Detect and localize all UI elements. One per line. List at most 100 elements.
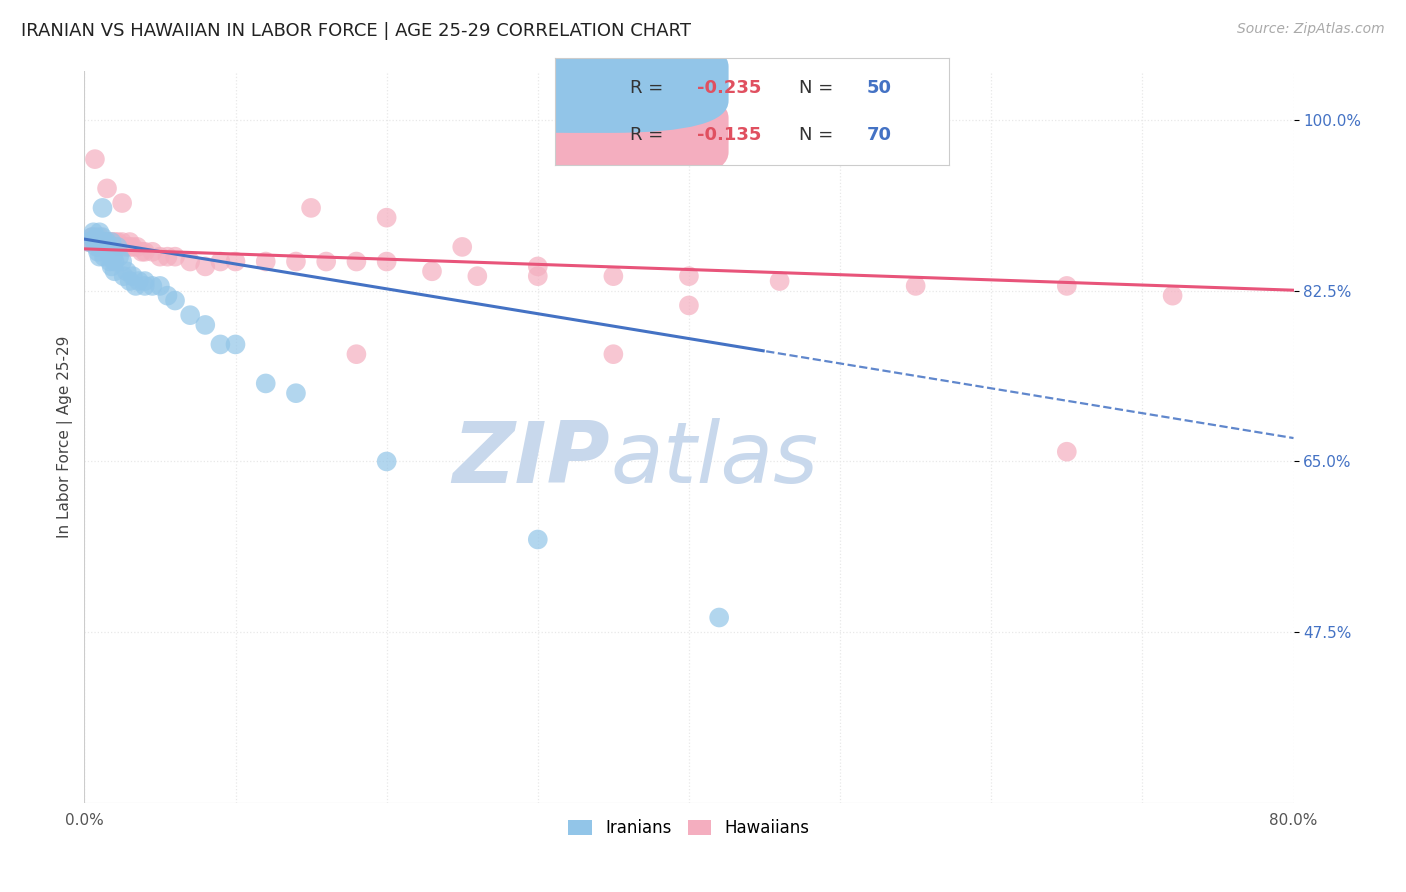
- Point: [134, 279, 156, 293]
- Point: [602, 347, 624, 361]
- Point: [87, 235, 110, 249]
- Point: [82, 225, 104, 239]
- Point: [149, 279, 172, 293]
- Point: [80, 230, 103, 244]
- Point: [107, 235, 129, 249]
- Y-axis label: In Labor Force | Age 25-29: In Labor Force | Age 25-29: [58, 336, 73, 538]
- Point: [87, 244, 110, 259]
- Point: [91, 235, 114, 249]
- Point: [112, 269, 135, 284]
- Point: [225, 254, 247, 268]
- Point: [678, 269, 700, 284]
- Point: [77, 235, 100, 249]
- Point: [121, 269, 143, 284]
- Point: [86, 230, 108, 244]
- Point: [346, 347, 368, 361]
- Point: [80, 230, 103, 244]
- Point: [93, 235, 115, 249]
- Point: [114, 240, 136, 254]
- Point: [87, 235, 110, 249]
- Point: [86, 240, 108, 254]
- Point: [104, 254, 127, 268]
- Point: [156, 250, 179, 264]
- Point: [225, 337, 247, 351]
- Text: IRANIAN VS HAWAIIAN IN LABOR FORCE | AGE 25-29 CORRELATION CHART: IRANIAN VS HAWAIIAN IN LABOR FORCE | AGE…: [21, 22, 692, 40]
- Point: [104, 235, 127, 249]
- Point: [101, 250, 124, 264]
- Point: [299, 201, 322, 215]
- Text: atlas: atlas: [610, 417, 818, 500]
- Point: [89, 235, 111, 249]
- Point: [96, 181, 118, 195]
- Text: Source: ZipAtlas.com: Source: ZipAtlas.com: [1237, 22, 1385, 37]
- Point: [165, 293, 187, 308]
- Point: [118, 240, 141, 254]
- Point: [104, 264, 127, 278]
- Point: [125, 279, 148, 293]
- Point: [451, 240, 474, 254]
- Point: [89, 250, 111, 264]
- Point: [904, 279, 927, 293]
- Point: [1161, 288, 1184, 302]
- Point: [131, 244, 153, 259]
- Text: R =: R =: [630, 126, 669, 144]
- Point: [91, 201, 114, 215]
- Point: [110, 240, 132, 254]
- Point: [82, 230, 104, 244]
- Point: [93, 250, 115, 264]
- Point: [709, 610, 731, 624]
- Point: [96, 235, 118, 249]
- Text: -0.235: -0.235: [697, 79, 762, 97]
- Point: [89, 235, 111, 249]
- Point: [375, 254, 398, 268]
- Point: [678, 298, 700, 312]
- Point: [134, 274, 156, 288]
- Point: [82, 235, 104, 249]
- Point: [97, 244, 120, 259]
- Point: [602, 269, 624, 284]
- Point: [98, 254, 121, 268]
- Point: [194, 318, 217, 332]
- Point: [156, 288, 179, 302]
- Text: N =: N =: [800, 79, 839, 97]
- Point: [1056, 444, 1078, 458]
- Point: [115, 264, 138, 278]
- Point: [194, 260, 217, 274]
- Point: [89, 230, 111, 244]
- Point: [315, 254, 337, 268]
- Point: [118, 274, 141, 288]
- Point: [375, 211, 398, 225]
- Point: [98, 235, 121, 249]
- Point: [108, 250, 131, 264]
- FancyBboxPatch shape: [453, 35, 728, 133]
- Point: [209, 254, 232, 268]
- Point: [107, 240, 129, 254]
- Point: [84, 235, 107, 249]
- Legend: Iranians, Hawaiians: Iranians, Hawaiians: [560, 811, 818, 846]
- Point: [149, 250, 172, 264]
- Point: [91, 230, 114, 244]
- Point: [79, 235, 101, 249]
- Point: [89, 225, 111, 239]
- Point: [96, 235, 118, 249]
- Text: R =: R =: [630, 79, 669, 97]
- Text: N =: N =: [800, 126, 839, 144]
- Point: [141, 279, 163, 293]
- Point: [118, 235, 141, 249]
- Point: [94, 235, 117, 249]
- Point: [86, 235, 108, 249]
- Point: [97, 235, 120, 249]
- Point: [84, 235, 107, 249]
- Point: [104, 240, 127, 254]
- Point: [127, 240, 149, 254]
- Point: [285, 254, 308, 268]
- Point: [375, 454, 398, 468]
- Point: [254, 254, 277, 268]
- Point: [111, 235, 134, 249]
- Point: [89, 240, 111, 254]
- Point: [111, 254, 134, 268]
- Point: [527, 269, 550, 284]
- Point: [134, 244, 156, 259]
- Point: [527, 533, 550, 547]
- Point: [141, 244, 163, 259]
